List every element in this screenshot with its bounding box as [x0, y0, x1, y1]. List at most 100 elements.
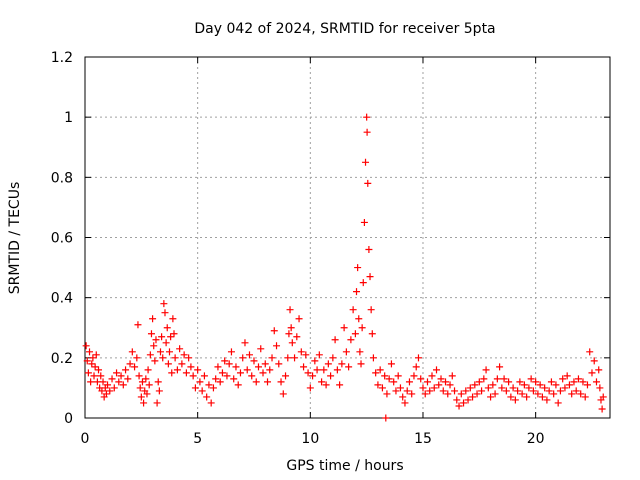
- data-point: [261, 360, 269, 368]
- data-point: [502, 387, 510, 395]
- data-point: [169, 315, 177, 323]
- data-point: [362, 158, 370, 166]
- data-point: [185, 354, 193, 362]
- data-point: [378, 384, 386, 392]
- data-point: [311, 357, 319, 365]
- data-point: [381, 372, 389, 380]
- data-point: [113, 369, 121, 377]
- data-point: [277, 378, 285, 386]
- data-point: [115, 378, 123, 386]
- data-point: [471, 381, 479, 389]
- data-point: [150, 342, 158, 350]
- data-point: [421, 390, 429, 398]
- data-point: [358, 324, 366, 332]
- data-point: [460, 399, 468, 407]
- data-point: [128, 348, 136, 356]
- data-point: [363, 128, 371, 136]
- data-point: [340, 324, 348, 332]
- data-point: [583, 381, 591, 389]
- data-point: [527, 375, 535, 383]
- data-point: [168, 369, 176, 377]
- y-tick-label: 0.2: [51, 351, 73, 367]
- data-point: [426, 387, 434, 395]
- data-point: [91, 363, 99, 371]
- data-point: [338, 360, 346, 368]
- data-point: [556, 387, 564, 395]
- data-point: [95, 366, 103, 374]
- data-point: [333, 366, 341, 374]
- data-point: [102, 390, 110, 398]
- data-point: [408, 390, 416, 398]
- data-point: [464, 396, 472, 404]
- data-point: [598, 405, 606, 413]
- data-point: [295, 315, 303, 323]
- data-point: [590, 357, 598, 365]
- data-point: [89, 354, 97, 362]
- data-point: [119, 381, 127, 389]
- data-point: [444, 390, 452, 398]
- data-point: [285, 330, 293, 338]
- x-tick-label: 0: [81, 431, 90, 447]
- data-point: [221, 357, 229, 365]
- data-point: [133, 354, 141, 362]
- data-point: [182, 369, 190, 377]
- data-point: [122, 366, 130, 374]
- data-point: [392, 387, 400, 395]
- y-tick-label: 0.4: [51, 291, 73, 307]
- data-point: [574, 375, 582, 383]
- data-point: [146, 351, 154, 359]
- data-point: [586, 348, 594, 356]
- data-point: [561, 384, 569, 392]
- data-point: [529, 387, 537, 395]
- data-point: [446, 381, 454, 389]
- data-point: [455, 402, 463, 410]
- data-point: [354, 264, 362, 272]
- data-point: [264, 378, 272, 386]
- data-point: [143, 390, 151, 398]
- data-point: [437, 375, 445, 383]
- data-point: [572, 387, 580, 395]
- data-point: [142, 375, 150, 383]
- data-point: [284, 354, 292, 362]
- data-point: [442, 378, 450, 386]
- data-point: [223, 372, 231, 380]
- data-point: [543, 396, 551, 404]
- data-point: [433, 366, 441, 374]
- data-point: [136, 384, 144, 392]
- data-point: [430, 384, 438, 392]
- data-point: [516, 378, 524, 386]
- data-point: [87, 378, 95, 386]
- data-point: [399, 393, 407, 401]
- data-point: [523, 393, 531, 401]
- data-point: [372, 369, 380, 377]
- data-point: [250, 357, 258, 365]
- data-point: [387, 360, 395, 368]
- data-point: [419, 384, 427, 392]
- data-point: [324, 360, 332, 368]
- data-point: [86, 348, 94, 356]
- data-point: [457, 390, 465, 398]
- data-point: [167, 333, 175, 341]
- data-point: [451, 387, 459, 395]
- data-point: [98, 387, 106, 395]
- data-point: [84, 369, 92, 377]
- data-point: [366, 273, 374, 281]
- data-point: [563, 372, 571, 380]
- data-point: [131, 363, 139, 371]
- data-point: [275, 360, 283, 368]
- data-point: [315, 351, 323, 359]
- data-point: [302, 351, 310, 359]
- data-point: [412, 363, 420, 371]
- data-point: [596, 384, 604, 392]
- data-point: [218, 369, 226, 377]
- data-point: [320, 366, 328, 374]
- grid-layer: [85, 57, 610, 418]
- tick-layer: 0 0.2 0.4 0.6 0.8 1 1.2 0 5 10 15 20: [51, 50, 610, 447]
- data-point: [270, 327, 278, 335]
- data-point: [329, 354, 337, 362]
- data-point: [304, 369, 312, 377]
- data-point: [403, 387, 411, 395]
- data-point: [287, 324, 295, 332]
- data-point: [90, 372, 98, 380]
